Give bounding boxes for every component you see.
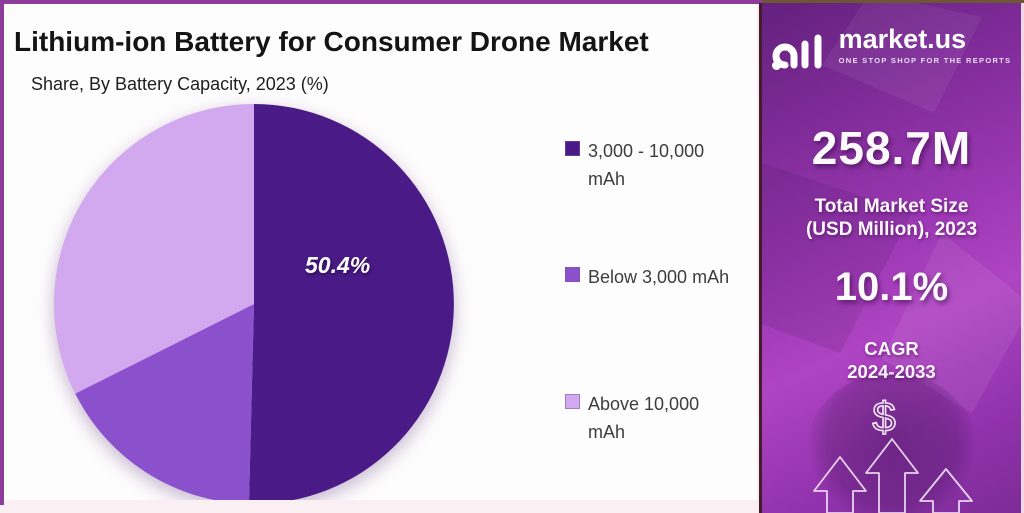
legend-swatch-light-purple xyxy=(565,394,580,409)
frame-border-left xyxy=(0,0,4,505)
marketus-logo-icon xyxy=(771,34,822,70)
legend-item-3000-10000-mah: 3,000 - 10,000 mAh xyxy=(565,138,755,194)
cagr-value: 10.1% xyxy=(834,265,949,309)
legend-item-above-10000-mah: Above 10,000 mAh xyxy=(565,391,755,447)
brand-logo: market.us ONE STOP SHOP FOR THE REPORTS xyxy=(762,25,1021,74)
up-arrows-icon xyxy=(813,438,973,513)
pie-slice xyxy=(53,104,254,394)
frame-border-right xyxy=(1021,3,1024,513)
dollar-icon: $ xyxy=(872,393,895,440)
legend-label: Above 10,000 mAh xyxy=(588,394,700,442)
panel-sidebar-divider xyxy=(759,3,762,513)
pie-slice xyxy=(75,304,254,500)
legend-item-below-3000-mah: Below 3,000 mAh xyxy=(565,264,755,292)
growth-arrows-graphic: $ xyxy=(813,392,973,513)
brand-name: market.us xyxy=(838,24,967,54)
legend-swatch-medium-purple xyxy=(565,267,580,282)
legend-label: 3,000 - 10,000 mAh xyxy=(588,141,705,189)
frame-border-top-right xyxy=(762,0,1024,3)
legend-label: Below 3,000 mAh xyxy=(588,267,730,287)
frame-border-top xyxy=(0,0,762,4)
market-size-value: 258.7M xyxy=(811,122,972,174)
chart-subtitle: Share, By Battery Capacity, 2023 (%) xyxy=(31,74,329,94)
chart-panel: Lithium-ion Battery for Consumer Drone M… xyxy=(4,4,757,500)
pie-slice-data-label: 50.4% xyxy=(305,252,371,278)
pie-slice xyxy=(249,104,454,500)
cagr-label: CAGR 2024-2033 xyxy=(847,338,936,382)
brand-tagline: ONE STOP SHOP FOR THE REPORTS xyxy=(838,56,1012,66)
chart-title: Lithium-ion Battery for Consumer Drone M… xyxy=(14,26,649,57)
brand-sidebar: market.us ONE STOP SHOP FOR THE REPORTS … xyxy=(762,3,1021,513)
market-size-label: Total Market Size (USD Million), 2023 xyxy=(805,196,978,241)
panel-sidebar-gap xyxy=(757,4,759,513)
pie-chart xyxy=(53,104,454,500)
legend-swatch-dark-purple xyxy=(565,141,580,156)
